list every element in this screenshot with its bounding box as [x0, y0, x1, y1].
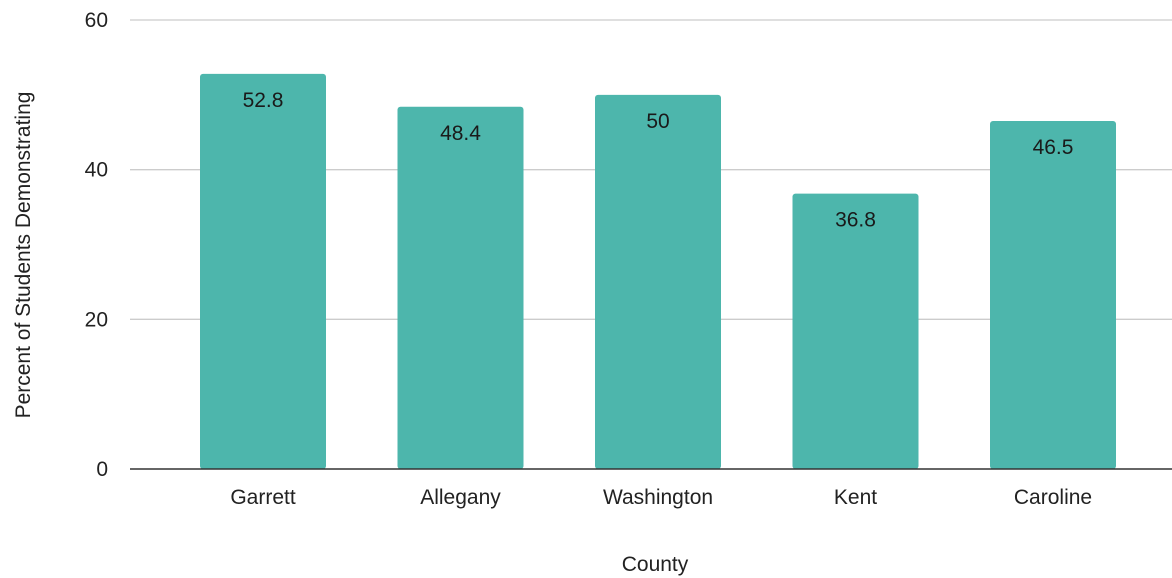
y-tick-label: 40 — [85, 159, 108, 182]
bar-washington — [595, 94, 721, 469]
x-tick-label-caroline: Caroline — [1014, 486, 1092, 509]
bar-kent — [792, 193, 919, 469]
y-axis-ticks: 0 20 40 60 — [85, 9, 108, 481]
data-labels: 52.8 48.4 50 36.8 46.5 — [243, 89, 1074, 232]
bar-caroline — [990, 121, 1116, 470]
y-axis-title: Percent of Students Demonstrating — [12, 92, 35, 419]
data-label-caroline: 46.5 — [1033, 136, 1074, 159]
y-tick-label: 0 — [96, 458, 108, 481]
bar-allegany — [397, 106, 524, 469]
bars — [200, 73, 1116, 470]
data-label-allegany: 48.4 — [440, 122, 481, 145]
data-label-washington: 50 — [646, 110, 669, 133]
x-axis-title: County — [622, 553, 689, 576]
x-tick-label-allegany: Allegany — [420, 486, 501, 509]
y-tick-label: 20 — [85, 308, 108, 331]
y-tick-label: 60 — [85, 9, 108, 32]
x-tick-label-kent: Kent — [834, 486, 877, 509]
x-tick-label-garrett: Garrett — [230, 486, 296, 509]
x-axis-ticks: Garrett Allegany Washington Kent Caroline — [230, 486, 1092, 509]
data-label-kent: 36.8 — [835, 209, 876, 232]
bar-garrett — [200, 73, 326, 469]
data-label-garrett: 52.8 — [243, 89, 284, 112]
x-tick-label-washington: Washington — [603, 486, 713, 509]
